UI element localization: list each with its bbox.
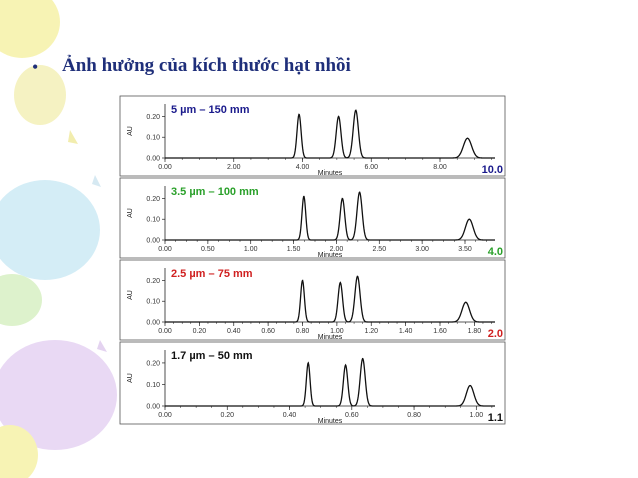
- peak-apex-4: [469, 384, 471, 387]
- x-tick-label: 0.00: [158, 164, 172, 171]
- x-axis-label: Minutes: [318, 334, 343, 341]
- x-tick-label: 1.60: [433, 328, 447, 335]
- y-tick-label: 0.20: [146, 278, 160, 285]
- x-tick-label: 3.50: [458, 246, 472, 253]
- x-tick-label: 6.00: [364, 164, 378, 171]
- peak-apex-3: [358, 191, 361, 193]
- y-tick-label: 0.20: [146, 360, 160, 367]
- x-tick-label: 0.00: [158, 246, 172, 253]
- x-tick-label: 1.20: [364, 328, 378, 335]
- y-axis-label: AU: [127, 208, 134, 218]
- y-tick-label: 0.10: [146, 299, 160, 306]
- peak-apex-3: [362, 358, 364, 360]
- x-tick-label: 0.20: [193, 328, 207, 335]
- peak-apex-2: [339, 281, 341, 284]
- x-tick-label: 0.40: [227, 328, 241, 335]
- peak-apex-1: [301, 279, 304, 282]
- x-tick-label: 1.00: [330, 328, 344, 335]
- x-tick-label: 3.00: [415, 246, 429, 253]
- y-tick-label: 0.10: [146, 217, 160, 224]
- peak-apex-3: [356, 275, 359, 277]
- panel-frame-4: [119, 341, 506, 425]
- x-tick-label: 2.50: [372, 246, 386, 253]
- chromatogram-trace-1: [165, 109, 495, 159]
- x-tick-label: 1.80: [468, 328, 482, 335]
- bullet-marker: •: [32, 57, 39, 77]
- peak-apex-1: [303, 195, 305, 197]
- x-tick-label: 1.40: [399, 328, 413, 335]
- x-tick-label: 2.00: [227, 164, 241, 171]
- y-axis-label: AU: [127, 290, 134, 300]
- x-tick-label: 0.80: [296, 328, 310, 335]
- panel-title: 5 µm – 150 mm: [171, 104, 250, 116]
- x-tick-label: 1.50: [287, 246, 301, 253]
- x-tick-label: 0.60: [261, 328, 275, 335]
- peak-apex-4: [468, 218, 470, 220]
- x-tick-label: 0.80: [407, 412, 421, 419]
- y-tick-label: 0.10: [146, 135, 160, 142]
- panel-frame-1: [119, 95, 506, 177]
- x-tick-label: 0.40: [283, 412, 297, 419]
- x-tick-label: 0.20: [220, 412, 234, 419]
- peak-apex-3: [355, 109, 357, 111]
- panel-title: 2.5 µm – 75 mm: [171, 268, 253, 280]
- x-axis-label: Minutes: [318, 170, 343, 177]
- peak-apex-4: [466, 137, 469, 139]
- x-axis-label: Minutes: [318, 418, 343, 425]
- chromatogram-trace-4: [165, 357, 495, 407]
- x-tick-label: 0.00: [158, 412, 172, 419]
- y-tick-label: 0.00: [146, 156, 160, 163]
- chromatogram-trace-2: [165, 191, 495, 241]
- scale-label: 1.1: [488, 412, 503, 424]
- scale-label: 10.0: [482, 164, 503, 176]
- y-tick-label: 0.00: [146, 238, 160, 245]
- peak-apex-2: [341, 197, 344, 200]
- panel-frame-2: [119, 177, 506, 259]
- x-tick-label: 4.00: [296, 164, 310, 171]
- scale-label: 2.0: [488, 328, 503, 340]
- peak-apex-4: [465, 301, 467, 303]
- y-tick-label: 0.20: [146, 196, 160, 203]
- y-tick-label: 0.10: [146, 382, 160, 389]
- x-tick-label: 0.60: [345, 412, 359, 419]
- balloon-decoration: [0, 0, 117, 478]
- peak-apex-1: [307, 362, 309, 364]
- x-tick-label: 0.00: [158, 328, 172, 335]
- x-tick-label: 0.50: [201, 246, 215, 253]
- x-tick-label: 1.00: [244, 246, 258, 253]
- chromatogram-trace-3: [165, 275, 495, 323]
- panel-frame-3: [119, 259, 506, 341]
- y-axis-label: AU: [127, 126, 134, 136]
- peak-apex-2: [337, 115, 340, 118]
- scale-label: 4.0: [488, 246, 503, 258]
- peak-apex-1: [298, 113, 300, 115]
- y-tick-label: 0.20: [146, 114, 160, 121]
- y-tick-label: 0.00: [146, 320, 160, 327]
- x-tick-label: 2.00: [330, 246, 344, 253]
- x-axis-label: Minutes: [318, 252, 343, 259]
- panel-title: 3.5 µm – 100 mm: [171, 186, 259, 198]
- peak-apex-2: [344, 364, 347, 366]
- y-axis-label: AU: [127, 373, 134, 383]
- x-tick-label: 8.00: [433, 164, 447, 171]
- slide-title: Ảnh hưởng của kích thước hạt nhồi: [62, 55, 351, 76]
- x-tick-label: 1.00: [470, 412, 484, 419]
- panel-title: 1.7 µm – 50 mm: [171, 350, 253, 362]
- y-tick-label: 0.00: [146, 404, 160, 411]
